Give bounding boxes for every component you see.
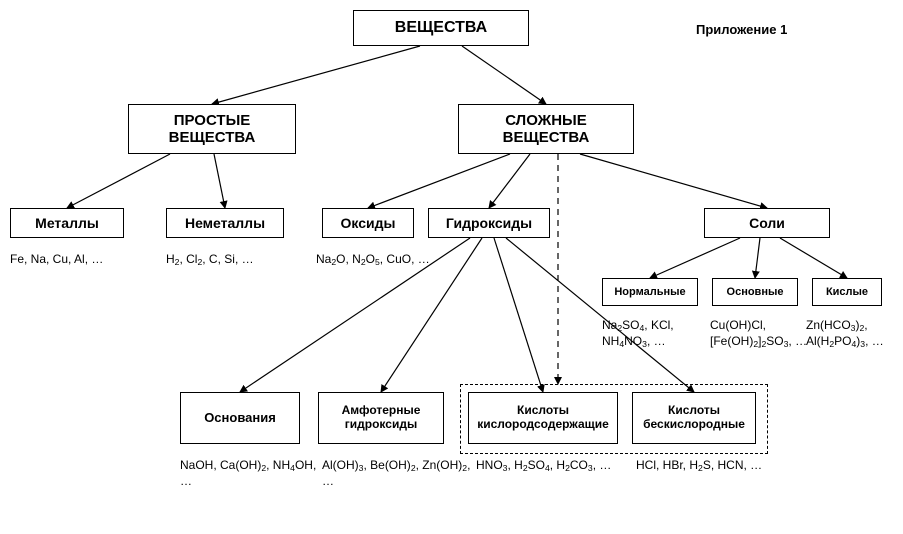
caption-acido2: HNO3, H2SO4, H2CO3, …	[476, 458, 636, 474]
caption-nonmetals: H2, Cl2, C, Si, …	[166, 252, 316, 268]
caption-amph: Al(OH)3, Be(OH)2, Zn(OH)2, …	[322, 458, 472, 490]
node-bases: Основания	[180, 392, 300, 444]
caption-acidno: HCl, HBr, H2S, HCN, …	[636, 458, 786, 474]
node-salt_norm: Нормальные	[602, 278, 698, 306]
caption-oxides: Na2O, N2O5, CuO, …	[316, 252, 476, 268]
node-salts: Соли	[704, 208, 830, 238]
edge-complex-hydrox	[489, 154, 530, 208]
edge-simple-metals	[67, 154, 170, 208]
node-complex: СЛОЖНЫЕВЕЩЕСТВА	[458, 104, 634, 154]
edge-hydrox-acido2	[494, 238, 543, 392]
appendix-label: Приложение 1	[696, 22, 787, 37]
edge-complex-oxides	[368, 154, 510, 208]
edge-salts-salt_acid	[780, 238, 847, 278]
node-salt_basic: Основные	[712, 278, 798, 306]
edge-salts-salt_norm	[650, 238, 740, 278]
caption-salt_norm: Na2SO4, KCl, NH4NO3, …	[602, 318, 706, 350]
node-nonmetals: Неметаллы	[166, 208, 284, 238]
node-amph: Амфотерныегидроксиды	[318, 392, 444, 444]
edge-root-complex	[462, 46, 546, 104]
node-oxides: Оксиды	[322, 208, 414, 238]
node-metals: Металлы	[10, 208, 124, 238]
caption-salt_basic: Cu(OH)Cl, [Fe(OH)2]2SO3, …	[710, 318, 814, 350]
node-hydrox: Гидроксиды	[428, 208, 550, 238]
edge-simple-nonmetals	[214, 154, 225, 208]
edge-salts-salt_basic	[755, 238, 760, 278]
node-root: ВЕЩЕСТВА	[353, 10, 529, 46]
caption-salt_acid: Zn(HCO3)2, Al(H2PO4)3, …	[806, 318, 900, 350]
node-acidno: Кислотыбескислородные	[632, 392, 756, 444]
edge-root-simple	[212, 46, 420, 104]
edge-complex-salts	[580, 154, 767, 208]
node-simple: ПРОСТЫЕВЕЩЕСТВА	[128, 104, 296, 154]
edge-hydrox-acidno	[506, 238, 694, 392]
caption-bases: NaOH, Ca(OH)2, NH4OH, …	[180, 458, 330, 490]
node-salt_acid: Кислые	[812, 278, 882, 306]
caption-metals: Fe, Na, Cu, Al, …	[10, 252, 160, 268]
node-acido2: Кислотыкислородсодержащие	[468, 392, 618, 444]
